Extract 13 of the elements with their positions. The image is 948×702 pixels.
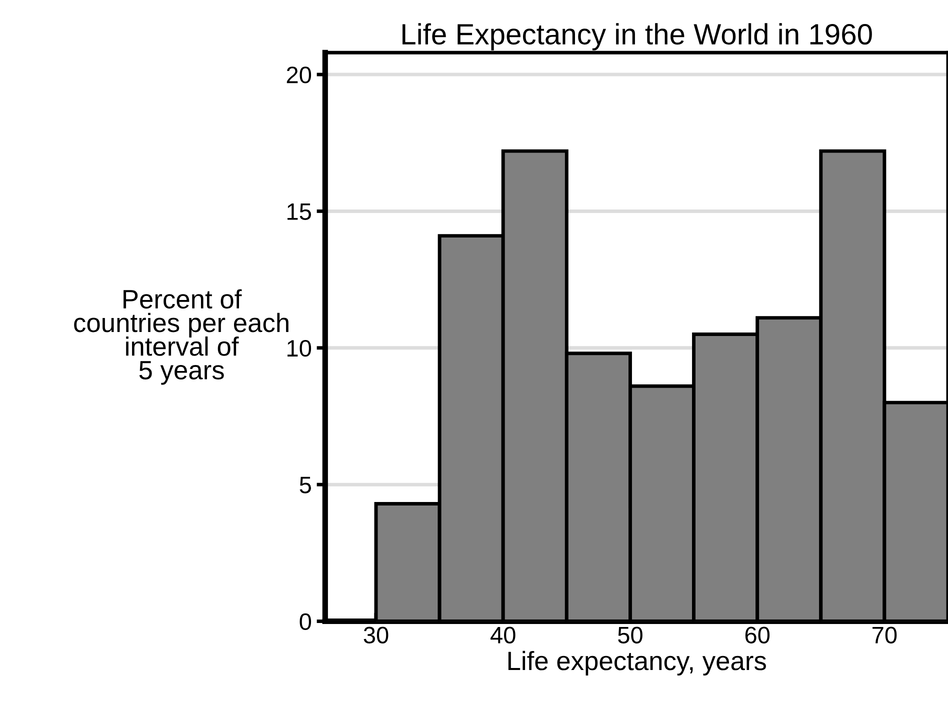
- x-tick-label: 70: [872, 626, 897, 644]
- x-tick-label: 50: [618, 626, 642, 644]
- x-tick-label: 60: [745, 626, 770, 644]
- x-axis-title: Life expectancy, years: [508, 650, 766, 676]
- x-tick-label: 40: [490, 626, 516, 644]
- x-tick-label: 30: [364, 626, 388, 644]
- chart-title: Life Expectancy in the World in 1960: [402, 23, 872, 50]
- y-tick-label: 10: [288, 340, 312, 357]
- y-axis-title: Percent of countries per each interval of 5 years: [74, 289, 288, 385]
- y-tick-label: 5: [300, 476, 311, 494]
- y-tick-label: 0: [300, 613, 312, 630]
- y-tick-label: 20: [286, 66, 312, 84]
- y-tick-label: 15: [288, 204, 311, 220]
